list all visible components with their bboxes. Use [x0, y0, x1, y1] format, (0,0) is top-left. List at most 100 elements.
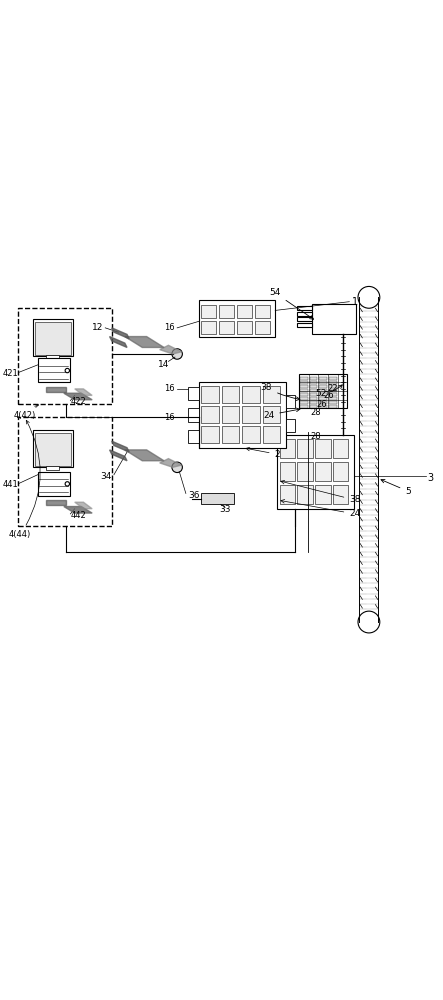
Polygon shape [75, 502, 92, 509]
Bar [297, 312, 312, 316]
Bar [319, 377, 327, 380]
Bar [201, 305, 216, 318]
Text: 22: 22 [327, 384, 338, 393]
Bar [310, 401, 318, 404]
Bar [219, 321, 234, 334]
Bar [201, 406, 218, 423]
Text: 4(44): 4(44) [9, 420, 40, 539]
Bar [333, 485, 349, 504]
Bar [35, 433, 71, 466]
Bar [299, 374, 347, 408]
Polygon shape [109, 337, 127, 347]
Bar [18, 417, 112, 526]
Bar [297, 485, 313, 504]
Bar [329, 401, 337, 404]
Bar [315, 462, 330, 481]
Text: 16: 16 [164, 384, 175, 393]
Bar [300, 389, 308, 392]
Bar [319, 405, 327, 408]
Bar [300, 393, 308, 396]
Bar [33, 319, 73, 356]
Bar [35, 322, 71, 355]
Polygon shape [64, 507, 92, 513]
Bar [222, 426, 239, 443]
Bar [329, 389, 337, 392]
Text: 2: 2 [246, 447, 280, 459]
Bar [38, 358, 70, 382]
Bar [300, 381, 308, 384]
Bar [219, 305, 234, 318]
Bar [242, 386, 260, 403]
Bar [319, 381, 327, 384]
Text: 1: 1 [351, 297, 358, 307]
Bar [329, 405, 337, 408]
Bar [312, 304, 356, 334]
Bar [319, 401, 327, 404]
Text: 28: 28 [310, 432, 321, 441]
Text: 12: 12 [92, 323, 103, 332]
Bar [333, 462, 349, 481]
Bar [280, 439, 295, 458]
Text: 38: 38 [281, 480, 361, 504]
Bar [310, 389, 318, 392]
Polygon shape [47, 500, 66, 505]
Bar [199, 300, 275, 337]
Bar [263, 406, 280, 423]
Bar [199, 382, 286, 448]
Circle shape [358, 286, 380, 308]
Bar [188, 387, 199, 400]
Bar [38, 472, 70, 496]
Bar [297, 439, 313, 458]
Bar [242, 406, 260, 423]
Circle shape [172, 349, 183, 359]
Bar [280, 485, 295, 504]
Text: 16: 16 [164, 413, 175, 422]
Text: 24: 24 [281, 499, 361, 518]
Bar [329, 381, 337, 384]
Text: 28: 28 [310, 408, 321, 417]
Bar [222, 386, 239, 403]
Bar [33, 430, 73, 467]
Bar [315, 485, 330, 504]
Text: 442: 442 [70, 511, 86, 520]
Bar [300, 401, 308, 404]
Bar [297, 323, 312, 327]
Bar [319, 385, 327, 388]
Polygon shape [160, 459, 182, 467]
Bar [286, 395, 295, 408]
Text: 26: 26 [317, 400, 327, 409]
Bar [319, 397, 327, 400]
Bar [263, 386, 280, 403]
Bar [237, 321, 252, 334]
Text: 36: 36 [188, 491, 199, 500]
Bar [47, 466, 59, 470]
Polygon shape [112, 441, 129, 452]
Polygon shape [160, 345, 182, 354]
Polygon shape [109, 450, 127, 461]
Bar [286, 419, 295, 432]
Polygon shape [125, 450, 164, 461]
Bar [222, 406, 239, 423]
Bar [18, 308, 112, 404]
Text: 16: 16 [164, 323, 175, 332]
Bar [263, 426, 280, 443]
Bar [277, 435, 354, 509]
Text: 4(42): 4(42) [13, 404, 39, 420]
Bar [280, 462, 295, 481]
Bar [255, 321, 270, 334]
Bar [237, 305, 252, 318]
Text: 26: 26 [323, 391, 334, 400]
Text: 5: 5 [381, 479, 411, 496]
Polygon shape [47, 387, 66, 392]
Circle shape [65, 482, 70, 486]
Text: 54: 54 [269, 288, 314, 319]
Bar [201, 386, 218, 403]
Text: 24: 24 [263, 408, 300, 420]
Text: 52: 52 [315, 385, 342, 398]
Bar [297, 317, 312, 321]
Bar [188, 430, 199, 443]
Bar [300, 405, 308, 408]
Circle shape [65, 368, 70, 373]
Bar [329, 385, 337, 388]
Polygon shape [64, 393, 92, 400]
